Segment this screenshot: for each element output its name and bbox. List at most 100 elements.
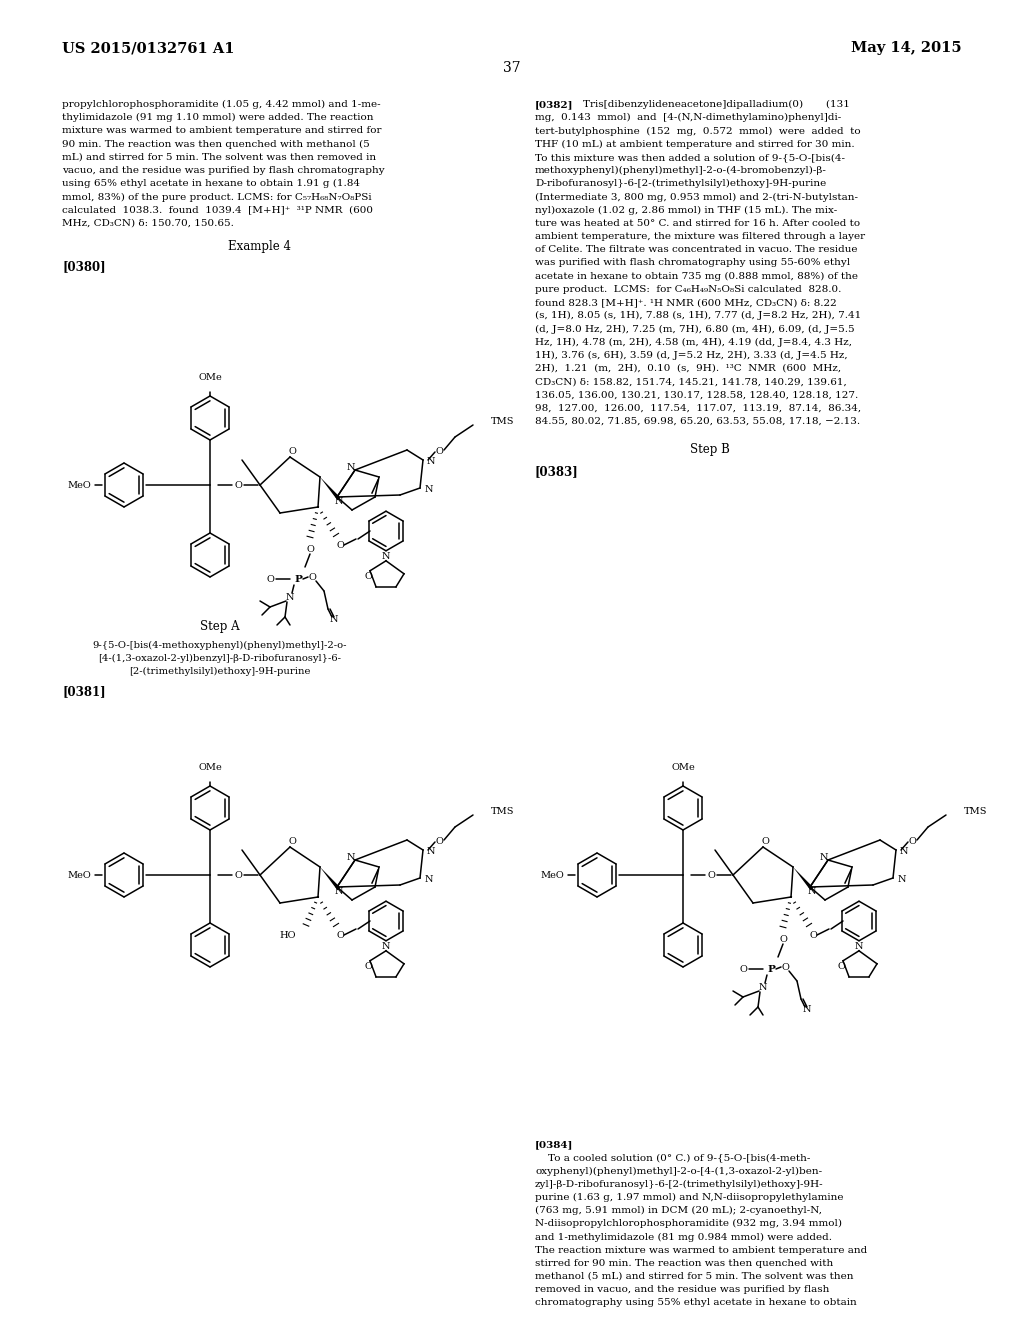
Text: N: N [900, 847, 908, 857]
Text: O: O [435, 837, 443, 846]
Text: pure product.  LCMS:  for C₄₆H₄₉N₅O₈Si calculated  828.0.: pure product. LCMS: for C₄₆H₄₉N₅O₈Si cal… [535, 285, 842, 294]
Text: O: O [365, 962, 372, 972]
Text: acetate in hexane to obtain 735 mg (0.888 mmol, 88%) of the: acetate in hexane to obtain 735 mg (0.88… [535, 272, 858, 281]
Text: P: P [767, 965, 775, 974]
Text: O: O [306, 544, 314, 553]
Text: found 828.3 [M+H]⁺. ¹H NMR (600 MHz, CD₃CN) δ: 8.22: found 828.3 [M+H]⁺. ¹H NMR (600 MHz, CD₃… [535, 298, 837, 308]
Text: OMe: OMe [671, 763, 695, 772]
Text: [0383]: [0383] [535, 465, 579, 478]
Text: N: N [803, 1005, 811, 1014]
Text: D-ribofuranosyl}-6-[2-(trimethylsilyl)ethoxy]-9H-purine: D-ribofuranosyl}-6-[2-(trimethylsilyl)et… [535, 180, 826, 189]
Text: N: N [427, 847, 435, 857]
Text: mg,  0.143  mmol)  and  [4-(N,N-dimethylamino)phenyl]di-: mg, 0.143 mmol) and [4-(N,N-dimethylamin… [535, 114, 842, 123]
Text: O: O [739, 965, 746, 974]
Text: [0381]: [0381] [62, 685, 105, 698]
Text: N: N [855, 942, 863, 952]
Text: N: N [425, 875, 433, 884]
Text: 136.05, 136.00, 130.21, 130.17, 128.58, 128.40, 128.18, 127.: 136.05, 136.00, 130.21, 130.17, 128.58, … [535, 391, 858, 400]
Text: O: O [266, 574, 274, 583]
Text: O: O [365, 573, 372, 581]
Text: O: O [761, 837, 769, 846]
Text: P: P [294, 574, 302, 583]
Text: Step A: Step A [200, 620, 240, 634]
Text: O: O [435, 447, 443, 457]
Text: propylchlorophosphoramidite (1.05 g, 4.42 mmol) and 1-me-: propylchlorophosphoramidite (1.05 g, 4.4… [62, 100, 381, 110]
Text: (d, J=8.0 Hz, 2H), 7.25 (m, 7H), 6.80 (m, 4H), 6.09, (d, J=5.5: (d, J=8.0 Hz, 2H), 7.25 (m, 7H), 6.80 (m… [535, 325, 855, 334]
Text: O: O [779, 935, 786, 944]
Text: MeO: MeO [540, 870, 564, 879]
Text: MeO: MeO [67, 480, 91, 490]
Text: O: O [908, 837, 915, 846]
Text: O: O [234, 870, 242, 879]
Text: 37: 37 [503, 61, 521, 75]
Text: N: N [347, 853, 355, 862]
Text: of Celite. The filtrate was concentrated in vacuo. The residue: of Celite. The filtrate was concentrated… [535, 246, 857, 255]
Text: N: N [286, 593, 294, 602]
Text: N: N [382, 552, 390, 561]
Text: (Intermediate 3, 800 mg, 0.953 mmol) and 2-(tri-N-butylstan-: (Intermediate 3, 800 mg, 0.953 mmol) and… [535, 193, 858, 202]
Text: 84.55, 80.02, 71.85, 69.98, 65.20, 63.53, 55.08, 17.18, −2.13.: 84.55, 80.02, 71.85, 69.98, 65.20, 63.53… [535, 417, 860, 426]
Text: N: N [382, 942, 390, 952]
Polygon shape [319, 477, 341, 500]
Text: ambient temperature, the mixture was filtered through a layer: ambient temperature, the mixture was fil… [535, 232, 865, 242]
Text: removed in vacuo, and the residue was purified by flash: removed in vacuo, and the residue was pu… [535, 1286, 829, 1294]
Text: TMS: TMS [964, 807, 987, 816]
Text: mixture was warmed to ambient temperature and stirred for: mixture was warmed to ambient temperatur… [62, 127, 382, 136]
Text: N: N [425, 486, 433, 495]
Text: O: O [234, 480, 242, 490]
Polygon shape [793, 867, 813, 890]
Text: N: N [808, 887, 816, 895]
Text: 9-{5-O-[bis(4-methoxyphenyl)(phenyl)methyl]-2-o-: 9-{5-O-[bis(4-methoxyphenyl)(phenyl)meth… [93, 642, 347, 649]
Text: N: N [335, 887, 343, 895]
Text: [0380]: [0380] [62, 260, 105, 273]
Text: N: N [347, 462, 355, 471]
Text: HO: HO [280, 931, 296, 940]
Text: US 2015/0132761 A1: US 2015/0132761 A1 [62, 41, 234, 55]
Text: Step B: Step B [690, 444, 730, 457]
Text: [4-(1,3-oxazol-2-yl)benzyl]-β-D-ribofuranosyl}-6-: [4-(1,3-oxazol-2-yl)benzyl]-β-D-ribofura… [98, 653, 341, 663]
Text: mL) and stirred for 5 min. The solvent was then removed in: mL) and stirred for 5 min. The solvent w… [62, 153, 376, 162]
Text: O: O [809, 931, 817, 940]
Text: May 14, 2015: May 14, 2015 [851, 41, 962, 55]
Text: was purified with flash chromatography using 55-60% ethyl: was purified with flash chromatography u… [535, 259, 850, 268]
Text: Hz, 1H), 4.78 (m, 2H), 4.58 (m, 4H), 4.19 (dd, J=8.4, 4.3 Hz,: Hz, 1H), 4.78 (m, 2H), 4.58 (m, 4H), 4.1… [535, 338, 852, 347]
Text: N: N [330, 615, 338, 623]
Text: methoxyphenyl)(phenyl)methyl]-2-o-(4-bromobenzyl)-β-: methoxyphenyl)(phenyl)methyl]-2-o-(4-bro… [535, 166, 826, 176]
Text: 98,  127.00,  126.00,  117.54,  117.07,  113.19,  87.14,  86.34,: 98, 127.00, 126.00, 117.54, 117.07, 113.… [535, 404, 861, 413]
Text: O: O [336, 540, 344, 549]
Text: O: O [288, 837, 296, 846]
Text: O: O [336, 931, 344, 940]
Text: N: N [820, 853, 828, 862]
Text: (763 mg, 5.91 mmol) in DCM (20 mL); 2-cyanoethyl-N,: (763 mg, 5.91 mmol) in DCM (20 mL); 2-cy… [535, 1206, 822, 1216]
Text: 90 min. The reaction was then quenched with methanol (5: 90 min. The reaction was then quenched w… [62, 140, 370, 149]
Text: vacuo, and the residue was purified by flash chromatography: vacuo, and the residue was purified by f… [62, 166, 385, 176]
Polygon shape [319, 867, 341, 890]
Text: [0384]: [0384] [535, 1140, 573, 1148]
Text: oxyphenyl)(phenyl)methyl]-2-o-[4-(1,3-oxazol-2-yl)ben-: oxyphenyl)(phenyl)methyl]-2-o-[4-(1,3-ox… [535, 1167, 822, 1176]
Text: N-diisopropylchlorophosphoramidite (932 mg, 3.94 mmol): N-diisopropylchlorophosphoramidite (932 … [535, 1220, 842, 1229]
Text: nyl)oxazole (1.02 g, 2.86 mmol) in THF (15 mL). The mix-: nyl)oxazole (1.02 g, 2.86 mmol) in THF (… [535, 206, 838, 215]
Text: To this mixture was then added a solution of 9-{5-O-[bis(4-: To this mixture was then added a solutio… [535, 153, 845, 162]
Text: N: N [427, 458, 435, 466]
Text: TMS: TMS [490, 417, 514, 425]
Text: Example 4: Example 4 [228, 240, 292, 253]
Text: CD₃CN) δ: 158.82, 151.74, 145.21, 141.78, 140.29, 139.61,: CD₃CN) δ: 158.82, 151.74, 145.21, 141.78… [535, 378, 847, 387]
Text: mmol, 83%) of the pure product. LCMS: for C₅₇H₆₈N₇O₈PSi: mmol, 83%) of the pure product. LCMS: fo… [62, 193, 372, 202]
Text: To a cooled solution (0° C.) of 9-{5-O-[bis(4-meth-: To a cooled solution (0° C.) of 9-{5-O-[… [535, 1154, 810, 1162]
Text: 2H),  1.21  (m,  2H),  0.10  (s,  9H).  ¹³C  NMR  (600  MHz,: 2H), 1.21 (m, 2H), 0.10 (s, 9H). ¹³C NMR… [535, 364, 841, 374]
Text: N: N [335, 496, 343, 506]
Text: methanol (5 mL) and stirred for 5 min. The solvent was then: methanol (5 mL) and stirred for 5 min. T… [535, 1272, 853, 1280]
Text: THF (10 mL) at ambient temperature and stirred for 30 min.: THF (10 mL) at ambient temperature and s… [535, 140, 855, 149]
Text: O: O [781, 962, 788, 972]
Text: TMS: TMS [490, 807, 514, 816]
Text: zyl]-β-D-ribofuranosyl}-6-[2-(trimethylsilyl)ethoxy]-9H-: zyl]-β-D-ribofuranosyl}-6-[2-(trimethyls… [535, 1180, 823, 1189]
Text: purine (1.63 g, 1.97 mmol) and N,N-diisopropylethylamine: purine (1.63 g, 1.97 mmol) and N,N-diiso… [535, 1193, 844, 1203]
Text: O: O [308, 573, 316, 582]
Text: N: N [759, 982, 767, 991]
Text: 1H), 3.76 (s, 6H), 3.59 (d, J=5.2 Hz, 2H), 3.33 (d, J=4.5 Hz,: 1H), 3.76 (s, 6H), 3.59 (d, J=5.2 Hz, 2H… [535, 351, 848, 360]
Text: [2-(trimethylsilyl)ethoxy]-9H-purine: [2-(trimethylsilyl)ethoxy]-9H-purine [129, 667, 310, 676]
Text: The reaction mixture was warmed to ambient temperature and: The reaction mixture was warmed to ambie… [535, 1246, 867, 1254]
Text: MHz, CD₃CN) δ: 150.70, 150.65.: MHz, CD₃CN) δ: 150.70, 150.65. [62, 219, 233, 228]
Text: [0382]: [0382] [535, 100, 573, 110]
Text: and 1-methylimidazole (81 mg 0.984 mmol) were added.: and 1-methylimidazole (81 mg 0.984 mmol)… [535, 1233, 831, 1242]
